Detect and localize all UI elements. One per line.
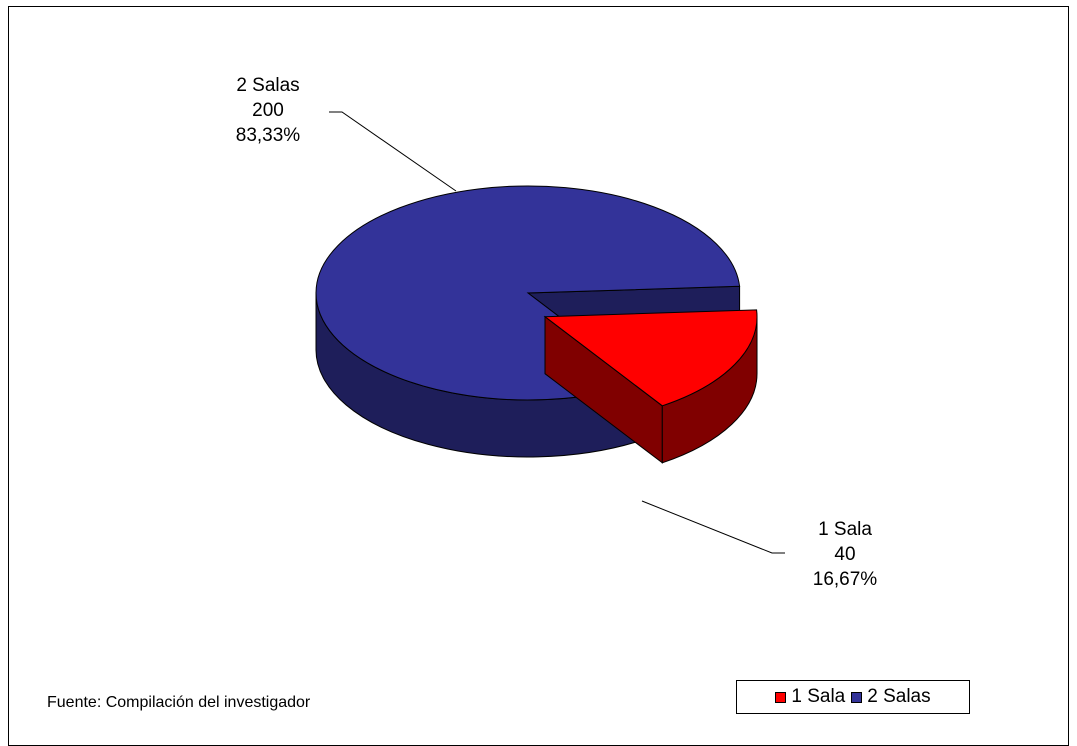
slice-1-sala-top [543, 309, 758, 407]
legend-label-1-sala: 1 Sala [791, 686, 846, 707]
pie-chart [315, 111, 785, 554]
legend-label-2-salas: 2 Salas [867, 686, 931, 707]
leader-line-2-salas [329, 111, 457, 192]
data-label-2-salas-percent: 83,33% [235, 125, 301, 146]
legend-entry-1-sala: 1 Sala [775, 686, 845, 708]
legend: 1 Sala 2 Salas [736, 680, 970, 714]
data-label-1-sala-percent: 16,67% [812, 569, 878, 590]
leader-line-1-sala [641, 500, 785, 554]
legend-swatch-1-sala [775, 691, 787, 703]
data-label-1-sala: 1 Sala 40 16,67% [790, 517, 900, 592]
data-label-1-sala-value: 40 [834, 544, 856, 565]
data-label-2-salas: 2 Salas 200 83,33% [213, 73, 323, 148]
slice-2-salas-top [315, 185, 741, 401]
legend-entry-2-salas: 2 Salas [851, 686, 931, 708]
source-note: Fuente: Compilación del investigador [47, 694, 311, 711]
data-label-1-sala-category: 1 Sala [818, 519, 872, 540]
data-label-2-salas-value: 200 [252, 100, 284, 121]
legend-swatch-2-salas [851, 691, 863, 703]
data-label-2-salas-category: 2 Salas [236, 75, 300, 96]
